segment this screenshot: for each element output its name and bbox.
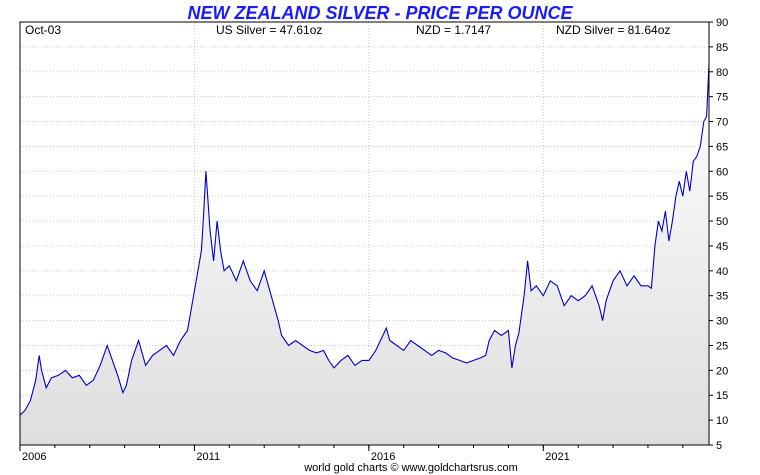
chart-title: NEW ZEALAND SILVER - PRICE PER OUNCE <box>187 3 573 23</box>
y-tick-label: 80 <box>716 67 728 79</box>
y-tick-label: 85 <box>716 42 728 54</box>
date-label: Oct-03 <box>25 23 61 37</box>
y-tick-label: 60 <box>716 166 728 178</box>
y-tick-label: 75 <box>716 92 728 104</box>
price-line <box>19 63 710 416</box>
x-tick-label: 2006 <box>22 451 46 463</box>
plot-border <box>19 21 710 446</box>
nzd-silver-label: NZD Silver = 81.64oz <box>556 23 670 37</box>
y-tick-label: 90 <box>716 17 728 29</box>
y-tick-label: 15 <box>716 390 728 402</box>
y-tick-label: 55 <box>716 191 728 203</box>
y-tick-label: 70 <box>716 117 728 129</box>
us-silver-label: US Silver = 47.61oz <box>216 23 322 37</box>
y-tick-label: 50 <box>716 216 728 228</box>
y-tick-label: 40 <box>716 266 728 278</box>
x-tick-label: 2021 <box>545 451 569 463</box>
y-tick-label: 5 <box>716 440 722 452</box>
y-tick-label: 45 <box>716 241 728 253</box>
x-axis: 2006 2011 2016 2021 <box>19 445 684 463</box>
y-axis: 5 10 15 20 25 30 35 40 45 50 55 60 65 70 75 80 85 90 <box>709 17 728 452</box>
y-tick-label: 10 <box>716 415 728 427</box>
x-tick-label: 2011 <box>196 451 220 463</box>
footer-credit: world gold charts © www.goldchartsrus.co… <box>303 462 518 474</box>
y-tick-label: 65 <box>716 141 728 153</box>
y-tick-label: 30 <box>716 316 728 328</box>
x-tick-label: 2016 <box>371 451 395 463</box>
nzd-rate-label: NZD = 1.7147 <box>416 23 491 37</box>
y-tick-label: 20 <box>716 365 728 377</box>
y-tick-label: 35 <box>716 291 728 303</box>
y-tick-label: 25 <box>716 340 728 352</box>
price-area <box>20 63 709 445</box>
